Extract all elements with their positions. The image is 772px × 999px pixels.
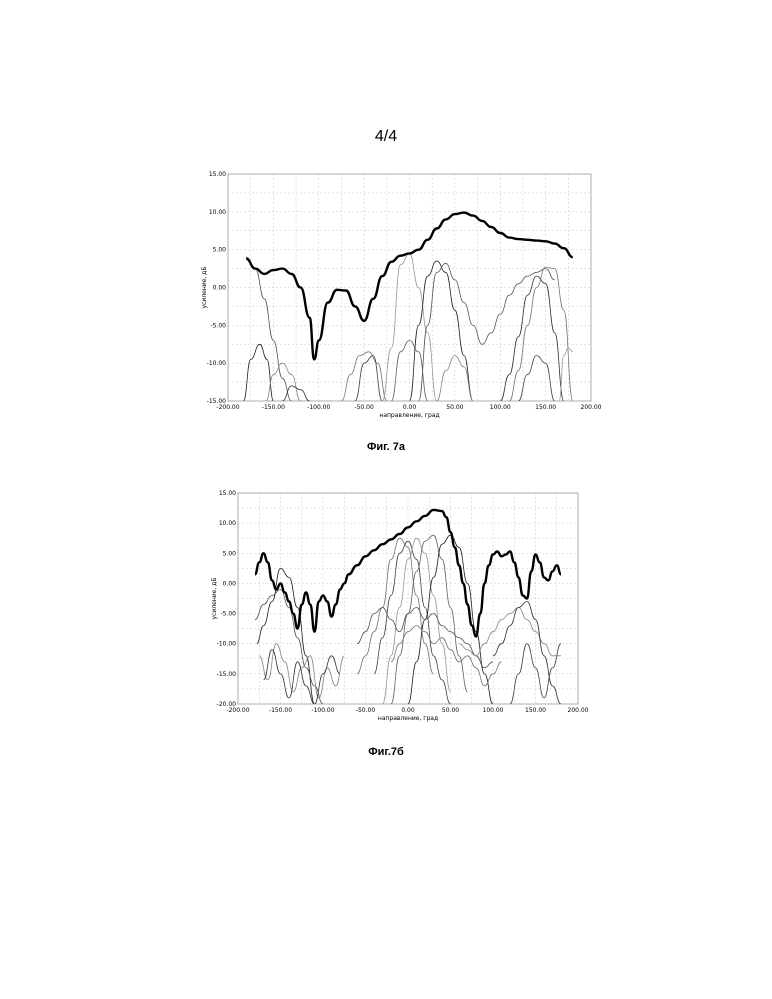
chart-7a-y-tick: 15.00: [209, 171, 226, 178]
chart-7a-x-axis-title: направление, град: [379, 412, 439, 419]
figure-7b: -200.00 -150.00 -100.00 -50.00 0.00 50.00 100.…: [0, 486, 772, 732]
chart-7b-y-tick: 5.00: [223, 550, 237, 557]
chart-7a-x-tick: -150.00: [262, 404, 285, 411]
chart-7a-y-tick: -5.00: [210, 322, 226, 329]
chart-7a-x-tick: 50.00: [446, 404, 463, 411]
chart-7b-y-tick: -5.00: [220, 611, 236, 618]
chart-7a-y-tick: -15.00: [207, 398, 227, 405]
chart-7b-x-tick: 200.00: [568, 707, 589, 714]
chart-7b-x-axis-title: направление, град: [378, 715, 438, 722]
chart-7b-x-tick: 0.00: [401, 707, 415, 714]
chart-7a-y-axis-title: усиление, дБ: [201, 267, 208, 309]
chart-7b-x-tick: 100.00: [483, 707, 504, 714]
chart-7b-y-axis-title: усиление, дБ: [211, 578, 218, 620]
chart-7b-x-tick: -50.00: [356, 707, 376, 714]
chart-7a-y-tick: -10.00: [207, 360, 227, 367]
chart-7b-x-tick: 150.00: [525, 707, 546, 714]
chart-7b-y-tick: 10.00: [219, 520, 236, 527]
page-number: 4/4: [0, 128, 772, 146]
chart-7a-x-tick: 200.00: [581, 404, 602, 411]
gain-chart-7b: -200.00 -150.00 -100.00 -50.00 0.00 50.00 100.…: [0, 486, 772, 732]
chart-7a-x-tick: 100.00: [490, 404, 511, 411]
chart-7b-y-tick: 0.00: [223, 580, 237, 587]
chart-7a-x-tick: -50.00: [354, 404, 374, 411]
chart-7a-x-tick: -200.00: [216, 404, 239, 411]
figure-7a: -200.00 -150.00 -100.00 -50.00 0.00 50.00 100.…: [0, 168, 772, 430]
figure-7a-caption: Фиг. 7а: [0, 441, 772, 453]
chart-7b-y-tick: 15.00: [219, 490, 236, 497]
chart-7a-y-tick: 0.00: [213, 285, 227, 292]
chart-7b-x-tick: -150.00: [269, 707, 292, 714]
chart-7b-y-tick: -10.00: [217, 641, 237, 648]
chart-7b-y-tick: -20.00: [217, 701, 237, 708]
chart-7a-x-tick: 150.00: [535, 404, 556, 411]
chart-7a-y-tick: 5.00: [213, 247, 227, 254]
gain-chart-7a: -200.00 -150.00 -100.00 -50.00 0.00 50.00 100.…: [0, 168, 772, 430]
chart-7a-x-tick: -100.00: [307, 404, 330, 411]
chart-7b-x-tick: 50.00: [442, 707, 459, 714]
chart-7b-x-tick: -100.00: [311, 707, 334, 714]
chart-7a-y-tick: 10.00: [209, 209, 226, 216]
chart-7b-x-tick: -200.00: [226, 707, 249, 714]
chart-7a-x-tick: 0.00: [403, 404, 417, 411]
chart-7b-y-tick: -15.00: [217, 671, 237, 678]
figure-7b-caption: Фиг.7б: [0, 746, 772, 758]
